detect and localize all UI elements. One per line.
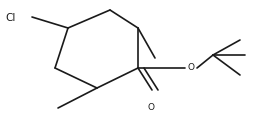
Text: O: O	[188, 64, 195, 72]
Text: Cl: Cl	[5, 13, 15, 23]
Text: O: O	[147, 103, 155, 112]
